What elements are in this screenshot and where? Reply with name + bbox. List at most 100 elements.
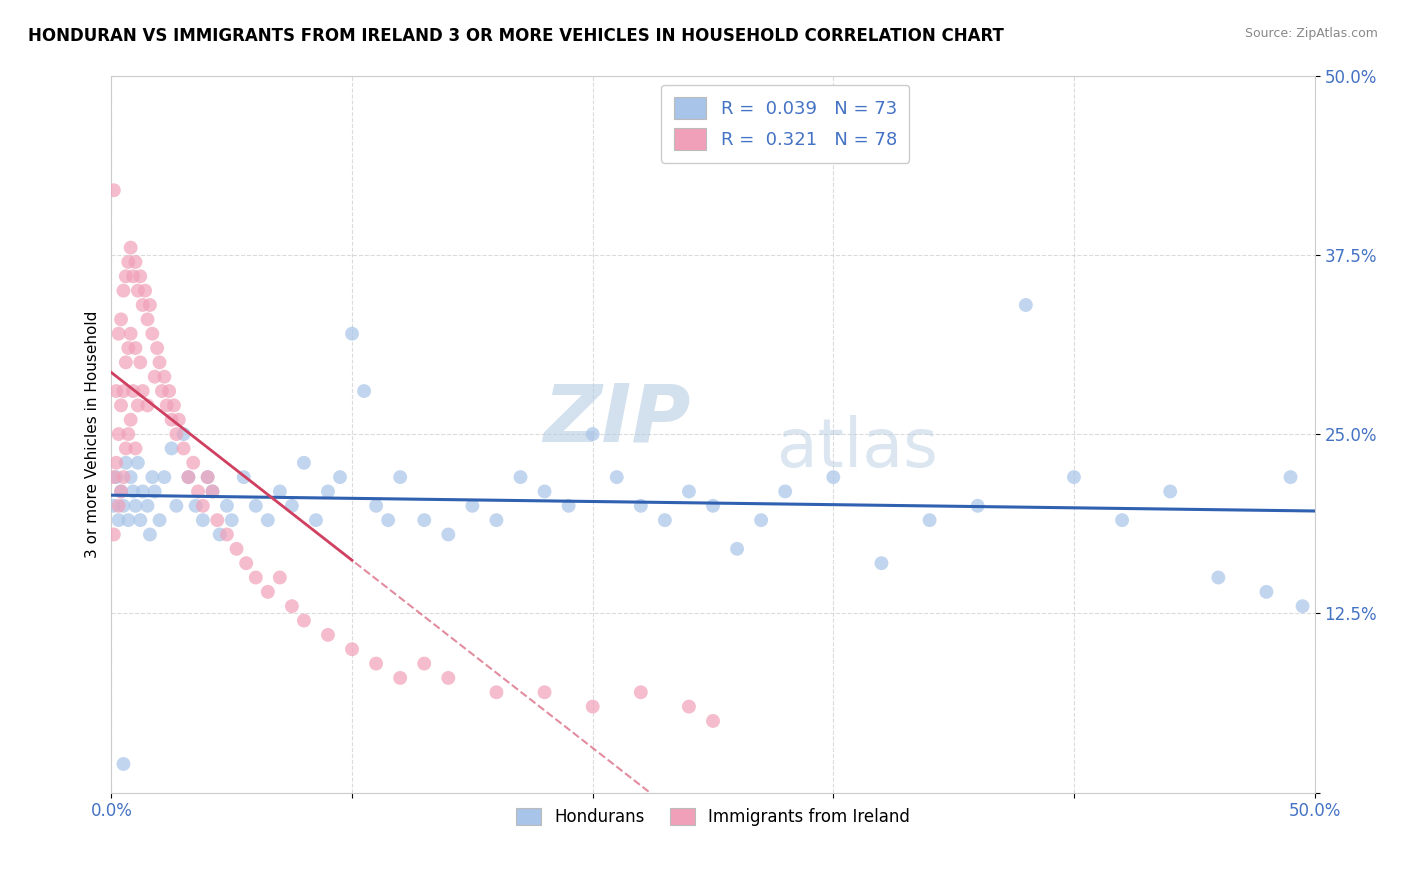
Point <box>115 456 138 470</box>
Point <box>340 642 363 657</box>
Point <box>773 484 796 499</box>
Point <box>107 427 129 442</box>
Point <box>120 326 142 341</box>
Point <box>160 413 183 427</box>
Point <box>1256 585 1278 599</box>
Point <box>131 384 153 398</box>
Point <box>215 499 238 513</box>
Point <box>107 513 129 527</box>
Point <box>148 513 170 527</box>
Point <box>413 657 436 671</box>
Point <box>201 484 224 499</box>
Point <box>1208 570 1230 584</box>
Point <box>117 513 139 527</box>
Point <box>127 456 149 470</box>
Point <box>725 541 748 556</box>
Point <box>120 470 142 484</box>
Point <box>256 585 278 599</box>
Point <box>533 484 555 499</box>
Point <box>582 699 605 714</box>
Point <box>131 298 153 312</box>
Point <box>678 699 700 714</box>
Point <box>124 341 146 355</box>
Legend: Hondurans, Immigrants from Ireland: Hondurans, Immigrants from Ireland <box>508 800 918 835</box>
Point <box>165 499 187 513</box>
Point <box>139 298 162 312</box>
Point <box>112 284 135 298</box>
Point <box>316 628 339 642</box>
Text: Source: ZipAtlas.com: Source: ZipAtlas.com <box>1244 27 1378 40</box>
Point <box>165 427 187 442</box>
Point <box>103 183 125 197</box>
Point <box>413 513 436 527</box>
Point <box>281 499 304 513</box>
Point <box>215 527 238 541</box>
Point <box>225 541 247 556</box>
Point <box>389 671 412 685</box>
Text: atlas: atlas <box>778 416 938 482</box>
Point <box>533 685 555 699</box>
Point <box>1159 484 1181 499</box>
Point <box>122 484 145 499</box>
Point <box>366 499 388 513</box>
Point <box>141 326 163 341</box>
Point <box>485 685 508 699</box>
Point <box>340 326 363 341</box>
Point <box>1015 298 1038 312</box>
Point <box>461 499 484 513</box>
Point <box>136 312 159 326</box>
Point <box>110 484 132 499</box>
Point <box>153 470 176 484</box>
Point <box>122 269 145 284</box>
Point <box>127 284 149 298</box>
Point <box>153 369 176 384</box>
Point <box>117 255 139 269</box>
Point <box>120 413 142 427</box>
Point <box>749 513 772 527</box>
Point <box>678 484 700 499</box>
Point <box>117 341 139 355</box>
Point <box>187 484 209 499</box>
Point <box>1063 470 1085 484</box>
Point <box>105 470 128 484</box>
Point <box>129 269 152 284</box>
Point <box>112 470 135 484</box>
Point <box>141 470 163 484</box>
Point <box>377 513 399 527</box>
Point <box>329 470 352 484</box>
Point <box>105 456 128 470</box>
Point <box>353 384 375 398</box>
Point <box>112 384 135 398</box>
Point <box>110 398 132 412</box>
Point <box>485 513 508 527</box>
Point <box>122 384 145 398</box>
Point <box>124 499 146 513</box>
Point <box>131 484 153 499</box>
Point <box>191 499 214 513</box>
Point <box>103 470 125 484</box>
Point <box>1279 470 1302 484</box>
Point <box>437 671 460 685</box>
Point <box>582 427 605 442</box>
Y-axis label: 3 or more Vehicles in Household: 3 or more Vehicles in Household <box>86 310 100 558</box>
Point <box>292 456 315 470</box>
Point <box>177 470 200 484</box>
Point <box>197 470 219 484</box>
Point <box>129 513 152 527</box>
Point <box>103 527 125 541</box>
Point <box>163 398 186 412</box>
Point <box>177 470 200 484</box>
Point <box>256 513 278 527</box>
Point <box>184 499 207 513</box>
Point <box>191 513 214 527</box>
Point <box>120 241 142 255</box>
Point <box>107 326 129 341</box>
Point <box>557 499 579 513</box>
Point <box>197 470 219 484</box>
Point <box>115 269 138 284</box>
Point <box>127 398 149 412</box>
Point <box>105 384 128 398</box>
Point <box>702 714 724 728</box>
Point <box>509 470 531 484</box>
Point <box>143 484 166 499</box>
